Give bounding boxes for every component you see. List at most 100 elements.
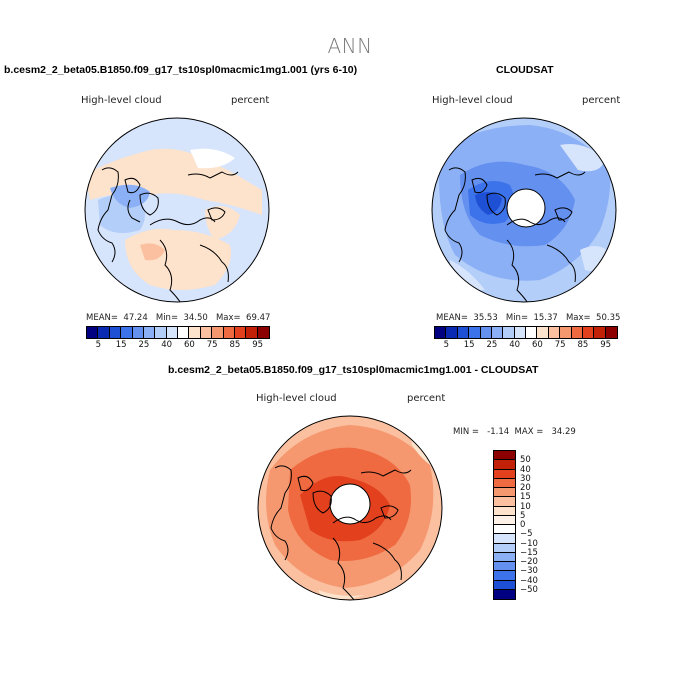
page-title: ANN	[327, 34, 373, 58]
colorbar-tick-label: 40	[509, 340, 521, 350]
colorbar-swatch	[494, 451, 515, 461]
colorbar-swatch	[494, 497, 515, 507]
colorbar-swatch	[446, 327, 458, 338]
colorbar-tick-label: 15	[463, 340, 475, 350]
panel3-variable-label: High-level cloud	[256, 393, 337, 404]
panel1-colorbar	[86, 326, 270, 339]
colorbar-tick-label: 60	[183, 340, 195, 350]
colorbar-tick-label: −5	[520, 529, 533, 540]
colorbar-swatch	[189, 327, 201, 338]
colorbar-swatch	[494, 460, 515, 470]
colorbar-tick-label: 75	[554, 340, 566, 350]
colorbar-tick-label: 25	[138, 340, 150, 350]
panel2-min-value: 15.37	[533, 313, 558, 323]
colorbar-tick-label: 30	[520, 473, 531, 484]
colorbar-tick-label: 95	[600, 340, 612, 350]
colorbar-tick-label: −40	[520, 575, 538, 586]
colorbar-swatch	[494, 543, 515, 553]
colorbar-swatch	[109, 327, 122, 338]
colorbar-swatch	[257, 327, 269, 338]
colorbar-swatch	[503, 327, 515, 338]
colorbar-swatch	[234, 327, 247, 338]
panel2-mean-value: 35.53	[473, 313, 498, 323]
colorbar-swatch	[494, 580, 515, 590]
colorbar-tick-label: 95	[252, 340, 264, 350]
colorbar-tick-label: −15	[520, 547, 538, 558]
panel2-variable-label: High-level cloud	[432, 95, 513, 106]
panel2-min-label: Min=	[505, 313, 529, 323]
panel3-min-value: -1.14	[487, 427, 510, 437]
colorbar-tick-label: −30	[520, 566, 538, 577]
panel2-case-title: CLOUDSAT	[496, 64, 554, 76]
colorbar-swatch	[166, 327, 178, 338]
panel1-max-value: 69.47	[246, 313, 271, 323]
panel3-max-value: 34.29	[551, 427, 576, 437]
panel2-colorbar	[434, 326, 618, 339]
colorbar-swatch	[87, 327, 99, 338]
panel1-units-label: percent	[231, 95, 270, 106]
panel2-units-label: percent	[582, 95, 621, 106]
colorbar-tick-label: 60	[531, 340, 543, 350]
colorbar-swatch	[571, 327, 583, 338]
colorbar-swatch	[494, 478, 515, 488]
colorbar-swatch	[526, 327, 538, 338]
colorbar-swatch	[560, 327, 572, 338]
colorbar-swatch	[494, 552, 515, 562]
panel2-max-label: Max=	[565, 313, 591, 323]
colorbar-swatch	[457, 327, 470, 338]
colorbar-swatch	[494, 488, 515, 498]
colorbar-swatch	[98, 327, 110, 338]
panel1-min-value: 34.50	[183, 313, 208, 323]
colorbar-swatch	[132, 327, 144, 338]
panel2-max-value: 50.35	[596, 313, 621, 323]
colorbar-swatch	[594, 327, 606, 338]
panel1-case-title: b.cesm2_2_beta05.B1850.f09_g17_ts10spl0m…	[4, 64, 358, 76]
colorbar-tick-label: 0	[520, 520, 526, 530]
colorbar-swatch	[246, 327, 258, 338]
colorbar-swatch	[494, 562, 515, 572]
colorbar-swatch	[494, 469, 515, 479]
panel1-mean-value: 47.24	[123, 313, 148, 323]
colorbar-swatch	[494, 534, 515, 544]
colorbar-swatch	[223, 327, 235, 338]
colorbar-tick-label: 5	[95, 340, 102, 350]
colorbar-swatch	[548, 327, 561, 338]
colorbar-tick-label: 10	[520, 501, 531, 512]
colorbar-swatch	[435, 327, 447, 338]
colorbar-tick-label: 85	[577, 340, 589, 350]
colorbar-tick-label: 85	[229, 340, 241, 350]
colorbar-swatch	[494, 571, 515, 581]
panel3-units-label: percent	[407, 393, 446, 404]
colorbar-swatch	[494, 589, 515, 599]
panel3-case-title: b.cesm2_2_beta05.B1850.f09_g17_ts10spl0m…	[168, 364, 539, 376]
colorbar-tick-label: 75	[206, 340, 218, 350]
colorbar-tick-label: −20	[520, 557, 538, 567]
colorbar-tick-label: 5	[443, 340, 450, 350]
colorbar-swatch	[494, 506, 515, 516]
panel1-mean-label: MEAN=	[86, 313, 118, 323]
panel1-variable-label: High-level cloud	[81, 95, 162, 106]
colorbar-swatch	[469, 327, 481, 338]
colorbar-tick-label: 15	[520, 492, 531, 503]
colorbar-tick-label: 50	[520, 455, 531, 466]
panel3-min-label: MIN =	[453, 427, 480, 437]
colorbar-swatch	[200, 327, 213, 338]
colorbar-swatch	[480, 327, 492, 338]
colorbar-tick-label: 40	[520, 464, 531, 475]
colorbar-swatch	[494, 515, 515, 525]
panel3-colorbar	[493, 450, 516, 600]
colorbar-tick-label: 20	[520, 483, 531, 493]
colorbar-tick-label: −10	[520, 538, 538, 549]
colorbar-tick-label: −50	[520, 584, 538, 595]
colorbar-swatch	[212, 327, 224, 338]
colorbar-swatch	[494, 525, 515, 535]
panel1-max-label: Max=	[215, 313, 241, 323]
colorbar-swatch	[155, 327, 167, 338]
colorbar-swatch	[582, 327, 595, 338]
colorbar-swatch	[605, 327, 617, 338]
panel3-max-label: MAX =	[514, 427, 544, 437]
colorbar-tick-label: 25	[486, 340, 498, 350]
colorbar-swatch	[537, 327, 549, 338]
